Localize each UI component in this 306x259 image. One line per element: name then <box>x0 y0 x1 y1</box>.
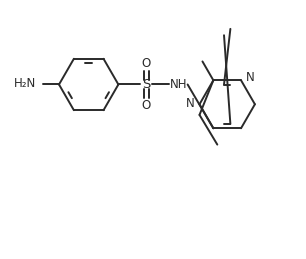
Text: O: O <box>141 57 151 70</box>
Text: H₂N: H₂N <box>14 77 36 90</box>
Text: NH: NH <box>170 78 188 91</box>
Text: O: O <box>141 99 151 112</box>
Text: N: N <box>246 71 255 84</box>
Text: S: S <box>142 78 150 91</box>
Text: N: N <box>186 97 195 110</box>
